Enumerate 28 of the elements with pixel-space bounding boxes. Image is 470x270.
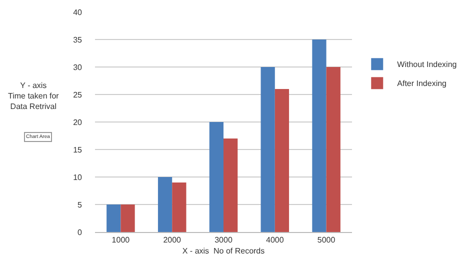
bar: [326, 67, 340, 232]
legend-label: After Indexing: [397, 79, 447, 88]
x-tick-label: 3000: [214, 236, 233, 245]
bar: [260, 67, 275, 232]
x-tick-label: 5000: [317, 236, 336, 245]
x-tick-label: 2000: [163, 236, 182, 245]
bar: [224, 138, 238, 232]
y-tick-label: 10: [73, 172, 83, 182]
y-tick-label: 30: [73, 62, 83, 72]
y-tick-label: 0: [78, 228, 83, 237]
bar: [274, 89, 290, 232]
x-axis-title: X - axis No of Records: [182, 246, 265, 256]
bar: [120, 204, 135, 232]
y-tick-label: 15: [73, 145, 83, 154]
bar: [172, 182, 186, 232]
y-tick-label: 40: [73, 8, 83, 17]
y-tick-label: 5: [78, 200, 83, 210]
bar: [312, 40, 326, 232]
y-axis-title: Y - axis Time taken for Data Retrival: [8, 81, 60, 111]
y-tick-label: 20: [73, 118, 83, 127]
x-tick-label: 1000: [112, 236, 130, 245]
y-tick-label: 25: [73, 90, 83, 100]
bar: [209, 122, 224, 232]
bar: [106, 204, 121, 232]
legend-label: Without Indexing: [397, 60, 457, 70]
bar: [158, 177, 172, 232]
x-tick-label: 4000: [266, 236, 284, 245]
y-tick-label: 35: [73, 35, 83, 44]
